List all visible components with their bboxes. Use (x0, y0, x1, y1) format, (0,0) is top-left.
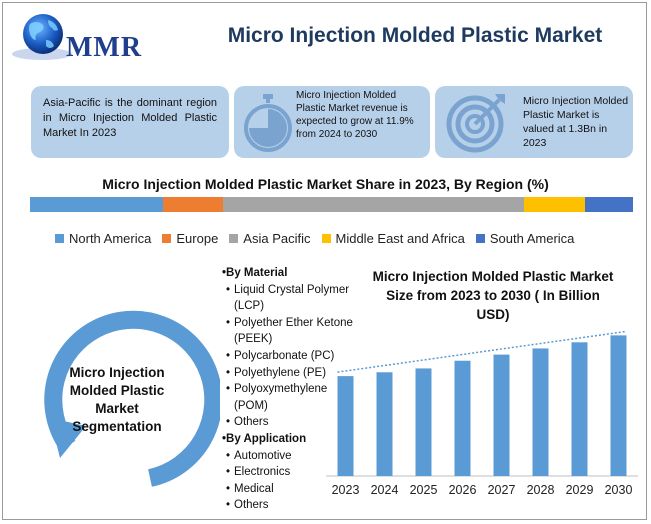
legend-label: Middle East and Africa (335, 231, 465, 246)
legend-swatch (475, 234, 485, 243)
segmentation-label: Micro Injection Molded Plastic Market Se… (69, 365, 165, 434)
share-bar (30, 197, 633, 212)
page-frame (2, 2, 647, 520)
bar-2024 (376, 372, 393, 476)
info-card-growth: Micro Injection Molded Plastic Market re… (234, 86, 430, 158)
legend-item: South America (475, 231, 575, 246)
bar-2029 (571, 342, 588, 476)
x-tick-label: 2024 (371, 483, 399, 497)
info-card-region: Asia-Pacific is the dominant region in M… (31, 86, 229, 158)
segment-item: (PEEK) (234, 333, 273, 346)
segment-heading: •By Application (222, 432, 307, 445)
segment-item: Automotive (222, 448, 353, 465)
legend-item: Asia Pacific (229, 231, 311, 246)
segment-heading: •By Material (222, 267, 288, 279)
x-tick-label: 2026 (449, 483, 477, 497)
x-tick-label: 2027 (488, 483, 516, 497)
info-card-text: Micro Injection Molded Plastic Market is… (523, 95, 629, 149)
legend-label: Europe (176, 231, 219, 246)
stopwatch-icon (244, 94, 292, 152)
share-title: Micro Injection Molded Plastic Market Sh… (102, 176, 549, 192)
bar-2025 (415, 368, 432, 476)
segment-item: Electronics (222, 464, 353, 481)
legend-swatch (162, 234, 172, 243)
segment-item: Polyether Ether Ketone (222, 315, 353, 332)
legend-swatch (321, 234, 331, 243)
globe-icon (12, 14, 72, 60)
legend-item: Europe (162, 231, 218, 246)
x-tick-label: 2025 (410, 483, 438, 497)
bar-2028 (532, 348, 549, 476)
info-card-value: Micro Injection Molded Plastic Market is… (435, 86, 633, 158)
chart-title: Micro Injection Molded Plastic Market Si… (372, 269, 614, 322)
x-tick-label: 2028 (527, 483, 555, 497)
segmentation-list: •By Material Liquid Crystal Polymer(LCP) P… (222, 265, 353, 514)
x-tick-label: 2030 (605, 483, 633, 497)
share-segment (524, 197, 585, 212)
legend-swatch (55, 234, 64, 243)
market-size-chart: 2023 2024 2025 2026 2027 2028 2029 2030 (326, 330, 638, 497)
legend-label: North America (69, 231, 152, 246)
legend-label: Asia Pacific (243, 231, 311, 246)
segment-item: Others (222, 414, 353, 431)
segment-item: Liquid Crystal Polymer (222, 282, 353, 299)
legend-swatch (229, 234, 239, 243)
share-segment (222, 197, 525, 212)
info-card-text: Micro Injection Molded Plastic Market re… (296, 90, 414, 140)
segmentation-ring (30, 306, 223, 496)
trend-line (337, 330, 627, 373)
segment-item: Polyethylene (PE) (222, 365, 353, 382)
target-icon (446, 94, 505, 153)
info-card-text: Asia-Pacific is the dominant region in M… (43, 97, 217, 139)
circular-arrow-icon (44, 310, 223, 487)
legend-item: North America (55, 231, 151, 246)
legend-label: South America (489, 231, 575, 246)
page-title: Micro Injection Molded Plastic Market (227, 24, 603, 47)
segment-item: Medical (222, 481, 353, 498)
mmr-logo: MMR (10, 10, 143, 66)
x-tick-label: 2023 (332, 483, 360, 497)
share-segment (30, 197, 163, 212)
segment-item: (LCP) (234, 300, 265, 313)
bar-2030 (610, 335, 627, 476)
share-legend: North America Europe Asia Pacific Middle Ea… (55, 231, 585, 246)
segment-item: (POM) (234, 399, 268, 412)
x-tick-label: 2029 (566, 483, 594, 497)
segment-item: Polyoxymethylene (222, 381, 353, 398)
share-segment (584, 197, 633, 212)
segment-item: Polycarbonate (PC) (222, 348, 353, 365)
segment-item: Others (222, 497, 353, 514)
logo-text: MMR (66, 32, 143, 63)
share-segment (162, 197, 223, 212)
legend-item: Middle East and Africa (321, 231, 465, 246)
bar-2026 (454, 360, 471, 476)
bar-2023 (337, 376, 354, 476)
bar-2027 (493, 354, 510, 476)
